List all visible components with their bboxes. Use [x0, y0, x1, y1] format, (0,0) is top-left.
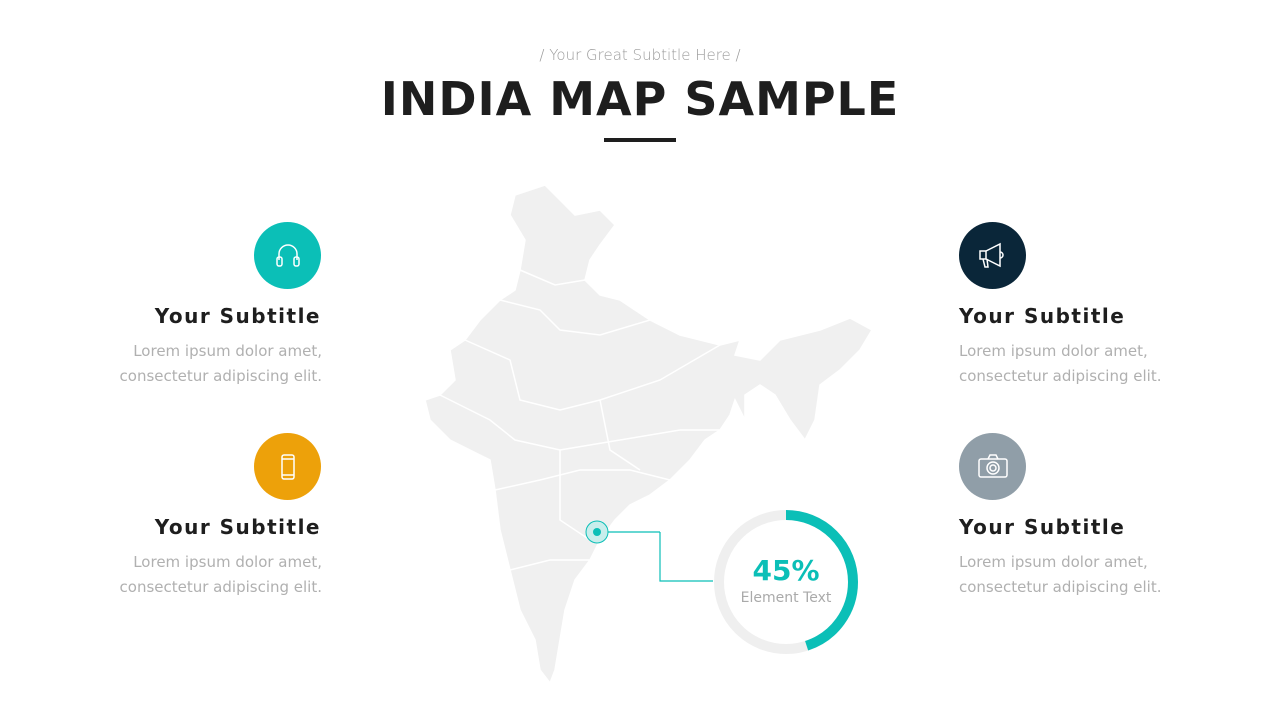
feature-text: Lorem ipsum dolor amet, consectetur adipi…	[119, 553, 322, 596]
feature-title: Your Subtitle	[959, 515, 1126, 539]
feature-title: Your Subtitle	[154, 515, 321, 539]
stat-value: 45%	[752, 554, 820, 587]
donut-progress	[714, 510, 858, 654]
title-underline	[604, 138, 676, 142]
feature-title: Your Subtitle	[154, 304, 321, 328]
feature-text: Lorem ipsum dolor amet, consectetur adipi…	[959, 553, 1162, 596]
feature-title: Your Subtitle	[959, 304, 1126, 328]
slide-subtitle: / Your Great Subtitle Here /	[539, 46, 741, 64]
india-outline	[424, 184, 874, 685]
state-borders	[439, 269, 721, 571]
feature-text: Lorem ipsum dolor amet, consectetur adipi…	[959, 342, 1162, 385]
camera-icon	[959, 433, 1026, 500]
smartphone-icon	[254, 433, 321, 500]
location-marker-dot	[593, 528, 601, 536]
megaphone-icon	[959, 222, 1026, 289]
headphones-icon	[254, 222, 321, 289]
stat-label: Element Text	[740, 590, 832, 606]
feature-text: Lorem ipsum dolor amet, consectetur adipi…	[119, 342, 322, 385]
connector-line-2	[659, 532, 713, 582]
slide-title: INDIA MAP SAMPLE	[380, 72, 900, 126]
